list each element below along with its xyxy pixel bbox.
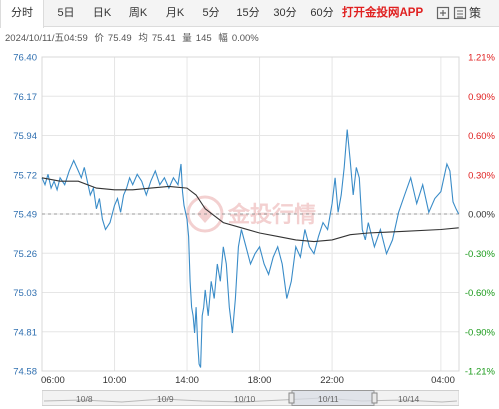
average-price-line [41,177,459,243]
y-tick-percent-label: 0.90% [468,92,495,103]
x-axis-time-labels: 06:00 10:00 14:00 18:00 22:00 04:00 [41,375,455,384]
y-tick-percent-label: 1.21% [468,53,495,64]
y-tick-label: 76.40 [13,53,37,64]
price-value: 75.49 [107,33,132,44]
y-tick-label: 75.72 [13,170,37,181]
price-line [41,129,460,368]
time-range-navigator[interactable]: 10/8 10/9 10/10 10/11 10/14 [42,390,459,406]
tab-intraday[interactable]: 分时 [0,0,44,28]
x-tick-label: 04:00 [431,375,455,384]
y-axis-price-labels: 76.40 76.17 75.94 75.72 75.49 75.26 75.03 74.81… [13,53,37,378]
tab-5-min[interactable]: 5分 [202,7,220,19]
tab-weekly-k[interactable]: 周K [128,7,148,19]
x-tick-label: 06:00 [41,375,65,384]
y-tick-percent-label: -0.60% [465,288,496,299]
fullscreen-icon[interactable] [436,6,450,20]
navigator-date-label: 10/10 [234,394,256,404]
volume-value: 145 [195,33,212,44]
y-tick-label: 75.49 [13,210,37,221]
price-label: 价 [94,33,104,44]
avg-label: 均 [138,33,148,44]
y-tick-percent-label: -0.30% [465,249,496,260]
x-tick-label: 18:00 [248,375,272,384]
y-tick-percent-label: -0.90% [465,327,496,338]
x-tick-label: 10:00 [103,375,127,384]
tab-daily-k[interactable]: 日K [92,7,112,19]
navigator-date-label: 10/8 [76,394,93,404]
strategy-tab[interactable]: 策 [469,6,482,20]
tab-5-day[interactable]: 5日 [57,7,75,19]
y-tick-label: 75.26 [13,249,37,260]
navigator-date-label: 10/9 [157,394,174,404]
y-tick-percent-label: 0.30% [468,170,495,181]
tab-30-min[interactable]: 30分 [273,7,297,19]
y-tick-percent-label: 0.60% [468,131,495,142]
intraday-chart[interactable]: 金投行情 76.4076.1775.9475.7275.4975.2675.03… [0,44,499,385]
period-tab-bar: 分时 5日 日K 周K 月K 5分 15分 30分 60分 打开金投网APP 策 [0,0,499,28]
quote-datetime: 2024/10/11/五04:59 [5,33,88,44]
y-tick-label: 76.17 [13,92,37,103]
y-axis-percent-labels: 1.21% 0.90% 0.60% 0.30% 0.00% -0.30% -0.60% -0.… [465,53,496,378]
quote-info-row: 2024/10/11/五04:59 价 75.49 均 75.41 量 145 幅 0.… [5,30,263,44]
y-tick-percent-label: 0.00% [468,210,495,221]
settings-icon[interactable] [453,6,467,20]
change-value: 0.00% [231,33,259,44]
tab-monthly-k[interactable]: 月K [165,7,185,19]
navigator-date-label: 10/14 [398,394,420,404]
navigator-mini-series [43,397,458,403]
volume-label: 量 [182,33,192,44]
navigator-date-label: 10/11 [318,394,339,404]
avg-value: 75.41 [151,33,176,44]
y-tick-percent-label: -1.21% [465,367,496,378]
tab-60-min[interactable]: 60分 [310,7,334,19]
navigator-left-handle[interactable] [288,392,295,404]
y-tick-label: 74.58 [13,367,37,378]
y-tick-label: 74.81 [13,327,37,338]
y-tick-label: 75.94 [13,131,37,142]
change-label: 幅 [218,33,228,44]
x-tick-label: 14:00 [175,375,199,384]
navigator-right-handle[interactable] [371,392,378,404]
open-app-link[interactable]: 打开金投网APP [342,7,424,19]
tab-15-min[interactable]: 15分 [236,7,260,19]
y-tick-label: 75.03 [13,288,37,299]
x-tick-label: 22:00 [320,375,344,384]
